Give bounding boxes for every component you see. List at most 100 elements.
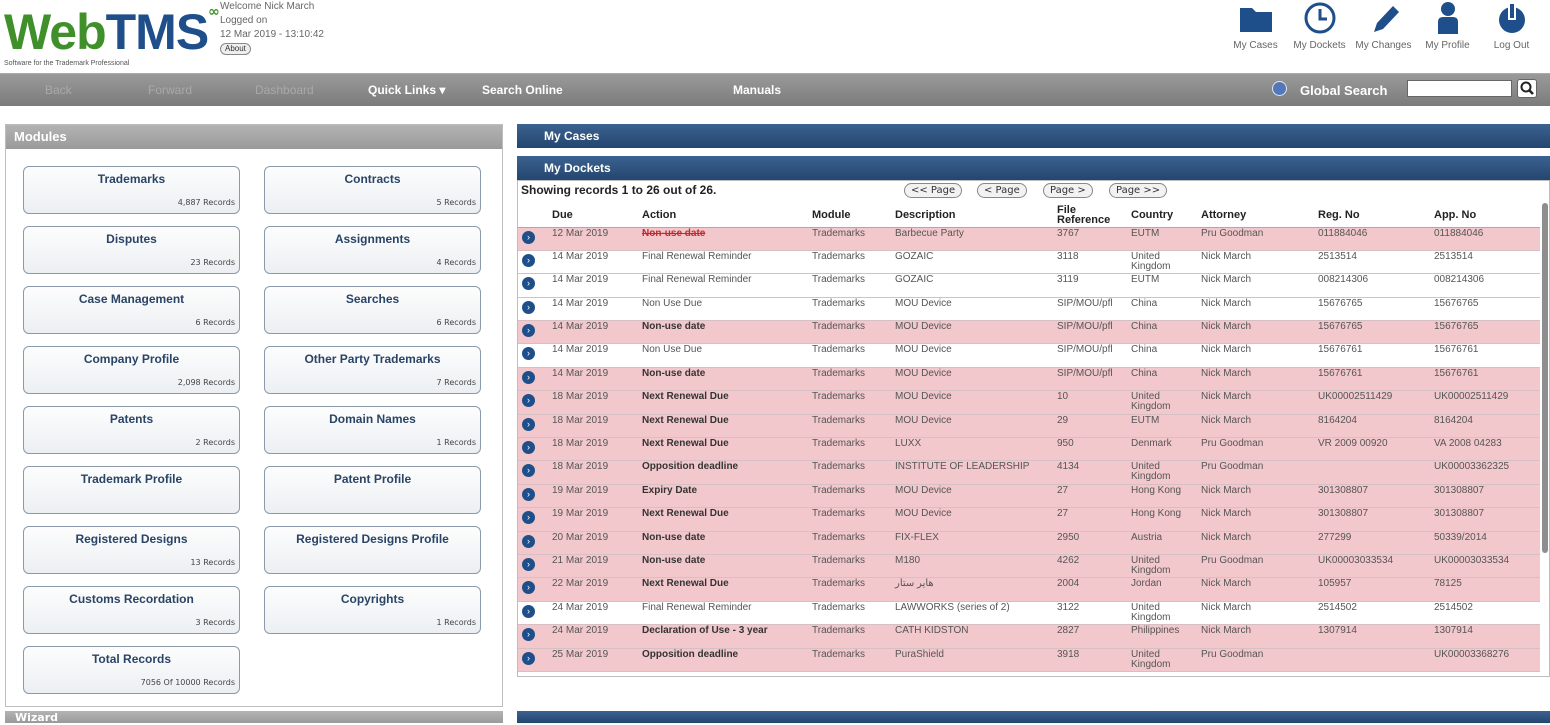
open-arrow-icon[interactable]: › xyxy=(522,534,535,548)
module-button[interactable]: Other Party Trademarks 7 Records xyxy=(264,346,481,394)
col-module[interactable]: Module xyxy=(808,203,891,228)
open-arrow-icon[interactable]: › xyxy=(522,464,535,478)
nav-forward[interactable]: Forward xyxy=(148,83,193,97)
docket-row[interactable]: › 22 Mar 2019 Next Renewal Due Trademarks ها… xyxy=(518,577,1540,602)
wizard-panel-header[interactable]: Wizard xyxy=(5,711,503,724)
row-arrow-cell: › xyxy=(518,624,548,649)
module-button[interactable]: Registered Designs Profile xyxy=(264,526,481,574)
open-arrow-icon[interactable]: › xyxy=(522,347,535,361)
open-arrow-icon[interactable]: › xyxy=(522,441,535,455)
open-arrow-icon[interactable]: › xyxy=(522,394,535,408)
my-dockets-header[interactable]: My Dockets xyxy=(517,156,1550,180)
nav-dashboard[interactable]: Dashboard xyxy=(255,83,314,97)
module-button[interactable]: Total Records 7056 Of 10000 Records xyxy=(23,646,240,694)
open-arrow-icon[interactable]: › xyxy=(522,370,535,384)
my-cases-label: My Cases xyxy=(1233,40,1278,51)
open-arrow-icon[interactable]: › xyxy=(522,651,535,665)
open-arrow-icon[interactable]: › xyxy=(522,581,535,595)
nav-back[interactable]: Back xyxy=(45,83,72,97)
module-button[interactable]: Trademarks 4,887 Records xyxy=(23,166,240,214)
docket-row[interactable]: › 20 Mar 2019 Non-use date Trademarks FIX-FL… xyxy=(518,531,1540,555)
docket-row[interactable]: › 12 Mar 2019 Non-use date Trademarks Barbec… xyxy=(518,227,1540,251)
module-button[interactable]: Patent Profile xyxy=(264,466,481,514)
open-arrow-icon[interactable]: › xyxy=(522,417,535,431)
webtms-logo[interactable]: WebTMS Software for the Trademark Profes… xyxy=(4,4,220,67)
col-due[interactable]: Due xyxy=(548,203,638,228)
nav-quick-links[interactable]: Quick Links ▾ xyxy=(368,83,446,97)
docket-row[interactable]: › 18 Mar 2019 Next Renewal Due Trademarks MO… xyxy=(518,390,1540,415)
open-arrow-icon[interactable]: › xyxy=(522,277,535,291)
module-name: Patent Profile xyxy=(333,472,412,486)
module-button[interactable]: Copyrights 1 Records xyxy=(264,586,481,634)
docket-row[interactable]: › 14 Mar 2019 Non-use date Trademarks MOU De… xyxy=(518,367,1540,392)
reg-no-cell: 15676765 xyxy=(1314,320,1430,345)
open-arrow-icon[interactable]: › xyxy=(522,628,535,642)
docket-row[interactable]: › 24 Mar 2019 Final Renewal Reminder Tradem… xyxy=(518,601,1540,626)
action-cell: Final Renewal Reminder xyxy=(638,601,808,626)
col-app-no[interactable]: App. No xyxy=(1430,203,1540,228)
docket-row[interactable]: › 14 Mar 2019 Final Renewal Reminder Tradem… xyxy=(518,273,1540,298)
open-arrow-icon[interactable]: › xyxy=(522,487,535,501)
description-cell: GOZAIC xyxy=(891,250,1053,275)
module-button[interactable]: Patents 2 Records xyxy=(23,406,240,454)
open-arrow-icon[interactable]: › xyxy=(522,511,535,525)
open-arrow-icon[interactable]: › xyxy=(522,604,535,618)
docket-row[interactable]: › 21 Mar 2019 Non-use date Trademarks M180 42… xyxy=(518,554,1540,579)
docket-row[interactable]: › 14 Mar 2019 Non Use Due Trademarks MOU Dev… xyxy=(518,343,1540,368)
app-no-cell: 301308807 xyxy=(1430,484,1540,509)
my-changes-button[interactable]: My Changes xyxy=(1353,0,1414,51)
docket-row[interactable]: › 14 Mar 2019 Final Renewal Reminder Tradem… xyxy=(518,250,1540,275)
global-search-info-icon xyxy=(1272,81,1287,96)
my-cases-button[interactable]: My Cases xyxy=(1225,0,1286,51)
docket-row[interactable]: › 24 Mar 2019 Declaration of Use - 3 year T… xyxy=(518,624,1540,649)
app-no-cell: 15676761 xyxy=(1430,343,1540,368)
module-button[interactable]: Assignments 4 Records xyxy=(264,226,481,274)
module-button[interactable]: Registered Designs 13 Records xyxy=(23,526,240,574)
next-page-button[interactable]: Page > xyxy=(1043,183,1093,198)
docket-row[interactable]: › 18 Mar 2019 Next Renewal Due Trademarks MO… xyxy=(518,414,1540,439)
docket-row[interactable]: › 25 Mar 2019 Opposition deadline Trademark… xyxy=(518,648,1540,672)
app-no-cell: UK00002511429 xyxy=(1430,390,1540,415)
docket-row[interactable]: › 14 Mar 2019 Non Use Due Trademarks MOU Dev… xyxy=(518,297,1540,322)
module-button[interactable]: Company Profile 2,098 Records xyxy=(23,346,240,394)
col-reg-no[interactable]: Reg. No xyxy=(1314,203,1430,228)
global-search-button[interactable] xyxy=(1517,79,1537,98)
open-arrow-icon[interactable]: › xyxy=(522,253,535,267)
open-arrow-icon[interactable]: › xyxy=(522,230,535,244)
col-action[interactable]: Action xyxy=(638,203,808,228)
docket-row[interactable]: › 19 Mar 2019 Next Renewal Due Trademarks MO… xyxy=(518,507,1540,532)
open-arrow-icon[interactable]: › xyxy=(522,300,535,314)
docket-row[interactable]: › 18 Mar 2019 Next Renewal Due Trademarks LU… xyxy=(518,437,1540,462)
about-button[interactable]: About xyxy=(220,43,251,55)
nav-search-online[interactable]: Search Online xyxy=(482,83,563,97)
open-arrow-icon[interactable]: › xyxy=(522,324,535,338)
nav-manuals[interactable]: Manuals xyxy=(733,83,782,97)
module-button[interactable]: Domain Names 1 Records xyxy=(264,406,481,454)
my-profile-button[interactable]: My Profile xyxy=(1417,0,1478,51)
col-file-reference[interactable]: File Reference xyxy=(1053,203,1127,228)
docket-row[interactable]: › 18 Mar 2019 Opposition deadline Trademark… xyxy=(518,460,1540,485)
due-cell: 14 Mar 2019 xyxy=(548,273,638,298)
module-button[interactable]: Trademark Profile xyxy=(23,466,240,514)
last-page-button[interactable]: Page >> xyxy=(1109,183,1168,198)
module-button[interactable]: Contracts 5 Records xyxy=(264,166,481,214)
my-dockets-button[interactable]: My Dockets xyxy=(1289,0,1350,51)
previous-page-button[interactable]: < Page xyxy=(977,183,1027,198)
due-cell: 22 Mar 2019 xyxy=(548,577,638,602)
docket-row[interactable]: › 14 Mar 2019 Non-use date Trademarks MOU De… xyxy=(518,320,1540,345)
module-button[interactable]: Disputes 23 Records xyxy=(23,226,240,274)
col-attorney[interactable]: Attorney xyxy=(1197,203,1314,228)
first-page-button[interactable]: << Page xyxy=(904,183,963,198)
my-cases-header[interactable]: My Cases xyxy=(517,124,1550,148)
module-button[interactable]: Searches 6 Records xyxy=(264,286,481,334)
docket-row[interactable]: › 19 Mar 2019 Expiry Date Trademarks MOU Dev… xyxy=(518,484,1540,509)
global-search-input[interactable] xyxy=(1407,80,1512,97)
open-arrow-icon[interactable]: › xyxy=(522,557,535,571)
dockets-scrollbar[interactable] xyxy=(1542,203,1548,553)
col-description[interactable]: Description xyxy=(891,203,1053,228)
col-country[interactable]: Country xyxy=(1127,203,1197,228)
next-panel-header[interactable] xyxy=(517,711,1550,723)
module-button[interactable]: Customs Recordation 3 Records xyxy=(23,586,240,634)
log-out-button[interactable]: Log Out xyxy=(1481,0,1542,51)
module-button[interactable]: Case Management 6 Records xyxy=(23,286,240,334)
